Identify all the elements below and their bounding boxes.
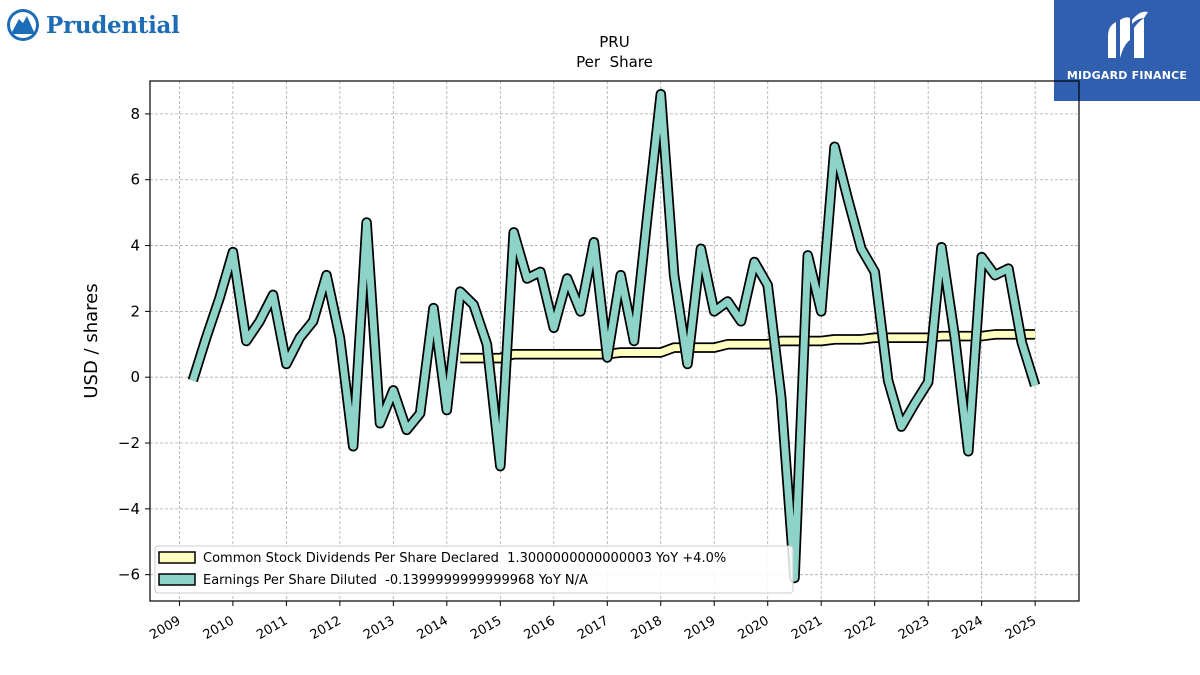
legend: Common Stock Dividends Per Share Declare…: [154, 545, 794, 594]
chart-title: PRU: [599, 33, 629, 51]
y-tick-label: 0: [130, 368, 140, 386]
y-tick-label: 6: [130, 171, 140, 189]
legend-label-eps: Earnings Per Share Diluted -0.1399999999…: [203, 573, 588, 588]
series-layer: [187, 88, 1041, 584]
legend-box: [154, 545, 794, 594]
y-tick-label: 4: [130, 237, 140, 255]
series-dividends-line: [460, 330, 1036, 362]
chart-subtitle: Per Share: [576, 53, 653, 71]
x-tick-label: 2017: [575, 613, 611, 643]
legend-swatch-dividends: [158, 551, 196, 564]
midgard-emblem-icon: [1108, 11, 1148, 58]
y-tick-label: −6: [118, 566, 140, 584]
y-tick-label: 2: [130, 302, 140, 320]
prudential-logo: Prudential: [6, 6, 180, 44]
x-tick-label: 2018: [629, 613, 665, 643]
prudential-wordmark: Prudential: [46, 11, 180, 39]
x-tick-label: 2019: [682, 613, 718, 643]
x-axis: 2009 2010 2011 2012 2013 2014 2015 2016 2017 2018…: [147, 601, 1039, 643]
y-tick-label: −2: [118, 434, 140, 452]
x-tick-label: 2024: [950, 613, 986, 643]
x-tick-label: 2014: [415, 613, 451, 643]
y-axis: −6 −4 −2 0 2 4 6 8: [118, 105, 150, 584]
rock-emblem-icon: [7, 9, 39, 41]
x-tick-label: 2023: [896, 613, 932, 643]
x-tick-label: 2013: [361, 613, 397, 643]
y-axis-label: USD / shares: [81, 283, 102, 398]
x-tick-label: 2022: [843, 613, 879, 643]
midgard-finance-wordmark: MIDGARD FINANCE: [1066, 69, 1188, 82]
x-tick-label: 2011: [254, 613, 290, 643]
midgard-finance-logo: MIDGARD FINANCE: [1054, 0, 1200, 101]
x-tick-label: 2009: [147, 613, 183, 643]
x-tick-label: 2021: [789, 613, 825, 643]
legend-label-dividends: Common Stock Dividends Per Share Declare…: [203, 551, 726, 566]
x-tick-label: 2010: [201, 613, 237, 643]
x-tick-label: 2015: [468, 613, 504, 643]
series-eps-line: [189, 90, 1039, 582]
x-tick-label: 2016: [522, 613, 558, 643]
plot-frame: [149, 80, 1080, 602]
x-tick-label: 2025: [1003, 613, 1039, 643]
y-tick-label: 8: [130, 105, 140, 123]
x-tick-label: 2012: [308, 613, 344, 643]
x-tick-label: 2020: [736, 613, 772, 643]
legend-swatch-eps: [158, 573, 196, 586]
y-tick-label: −4: [118, 500, 140, 518]
